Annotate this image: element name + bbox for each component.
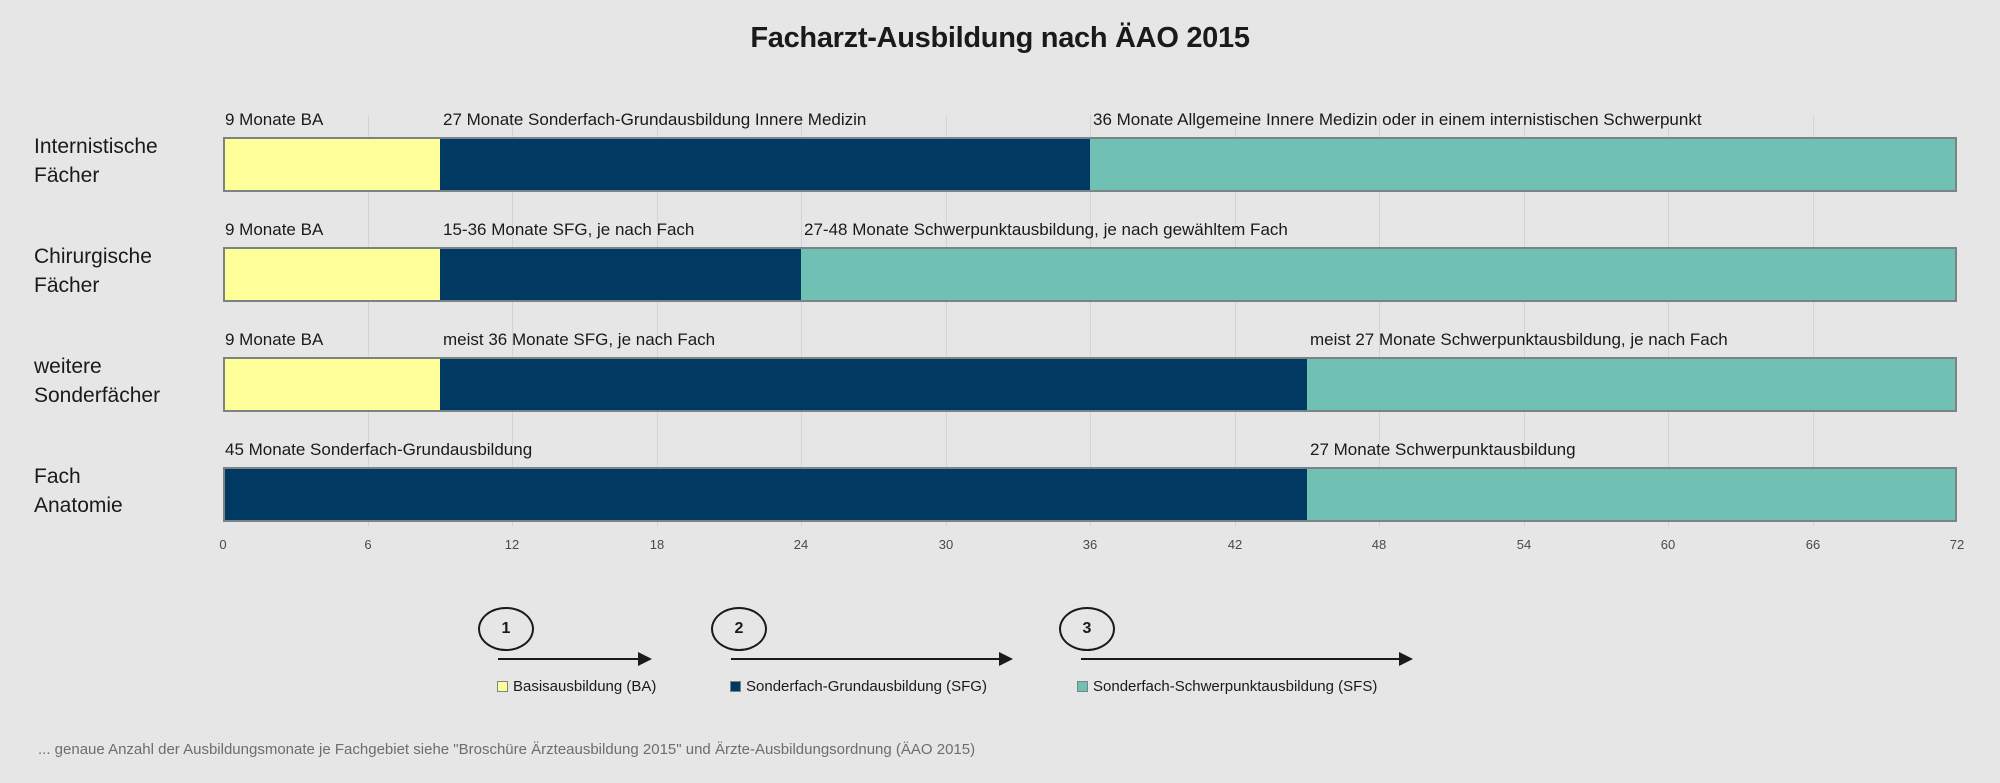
segment-label: 15-36 Monate SFG, je nach Fach (443, 220, 695, 239)
row-label-line: weitere (34, 355, 102, 378)
chart-title: Facharzt-Ausbildung nach ÄAO 2015 (750, 22, 1250, 54)
legend-item-sfs: Sonderfach-Schwerpunktausbildung (SFS) (1077, 678, 1377, 695)
bar-sfg (440, 357, 1307, 412)
row-label-line: Fach (34, 465, 81, 488)
bar-sfs (1307, 357, 1957, 412)
x-tick-label: 30 (938, 537, 954, 552)
row-label-line: Fächer (34, 274, 100, 297)
bar-sfs (801, 247, 1957, 302)
gridline (1090, 115, 1091, 527)
segment-label: 9 Monate BA (225, 330, 324, 349)
bar-ba (223, 247, 440, 302)
bar-sfs (1307, 467, 1957, 522)
gridline (1379, 115, 1380, 527)
x-tick-label: 6 (364, 537, 372, 552)
phase-3-number: 3 (1082, 620, 1092, 637)
bar-sfg (440, 137, 1090, 192)
x-tick-label: 60 (1660, 537, 1676, 552)
segment-label: 27-48 Monate Schwerpunktausbildung, je n… (804, 220, 1288, 239)
legend-label-sfs: Sonderfach-Schwerpunktausbildung (SFS) (1093, 678, 1378, 695)
segment-label: 9 Monate BA (225, 220, 324, 239)
x-tick-label: 66 (1805, 537, 1821, 552)
phase-2-arrow-icon (731, 652, 1013, 666)
row-label-line: Anatomie (34, 494, 123, 517)
bar-sfs (1090, 137, 1957, 192)
x-tick-label: 12 (504, 537, 520, 552)
row-label-line: Fächer (34, 164, 100, 187)
segment-label: 36 Monate Allgemeine Innere Medizin oder… (1093, 110, 1702, 129)
gridline (368, 115, 369, 527)
bar-sfg (223, 467, 1307, 522)
x-tick-label: 18 (649, 537, 665, 552)
gridline (1668, 115, 1669, 527)
legend-label-ba: Basisausbildung (BA) (513, 678, 657, 695)
segment-label: meist 36 Monate SFG, je nach Fach (443, 330, 716, 349)
legend-swatch-sfs (1077, 681, 1088, 692)
legend-swatch-ba (497, 681, 508, 692)
x-tick-label: 54 (1516, 537, 1532, 552)
x-tick-label: 24 (793, 537, 809, 552)
bar-ba (223, 357, 440, 412)
gridline (657, 115, 658, 527)
phase-1-number: 1 (501, 620, 511, 637)
phase-2-number: 2 (734, 620, 744, 637)
phase-1-arrow-icon (498, 652, 652, 666)
gridline (1235, 115, 1236, 527)
row-label: Fach Anatomie (34, 462, 214, 520)
x-tick-label: 48 (1371, 537, 1387, 552)
bar-sfg (440, 247, 801, 302)
bar-ba (223, 137, 440, 192)
legend-item-ba: Basisausbildung (BA) (497, 678, 656, 695)
legend-swatch-sfg (730, 681, 741, 692)
gridline (801, 115, 802, 527)
legend-item-sfg: Sonderfach-Grundausbildung (SFG) (730, 678, 987, 695)
row-label: Internistische Fächer (34, 132, 214, 190)
gridline (946, 115, 947, 527)
segment-label: 27 Monate Schwerpunktausbildung (1310, 440, 1576, 459)
x-tick-label: 0 (219, 537, 227, 552)
segment-label: 9 Monate BA (225, 110, 324, 129)
row-label-line: Chirurgische (34, 245, 152, 268)
x-tick-label: 72 (1949, 537, 1965, 552)
segment-label: meist 27 Monate Schwerpunktausbildung, j… (1310, 330, 1728, 349)
row-label: weitere Sonderfächer (34, 352, 214, 410)
phase-3-arrow-icon (1081, 652, 1413, 666)
footnote: ... genaue Anzahl der Ausbildungsmonate … (38, 741, 976, 758)
phase-2-circle: 2 (711, 607, 767, 651)
phase-3-circle: 3 (1059, 607, 1115, 651)
x-tick-label: 42 (1227, 537, 1243, 552)
segment-label: 45 Monate Sonderfach-Grundausbildung (225, 440, 533, 459)
phase-1-circle: 1 (478, 607, 534, 651)
x-tick-label: 36 (1082, 537, 1098, 552)
row-label-line: Internistische (34, 135, 158, 158)
row-label: Chirurgische Fächer (34, 242, 214, 300)
segment-label: 27 Monate Sonderfach-Grundausbildung Inn… (443, 110, 867, 129)
gridline (1813, 115, 1814, 527)
gridline (512, 115, 513, 527)
gridline (1524, 115, 1525, 527)
legend-label-sfg: Sonderfach-Grundausbildung (SFG) (746, 678, 987, 695)
row-label-line: Sonderfächer (34, 384, 161, 407)
